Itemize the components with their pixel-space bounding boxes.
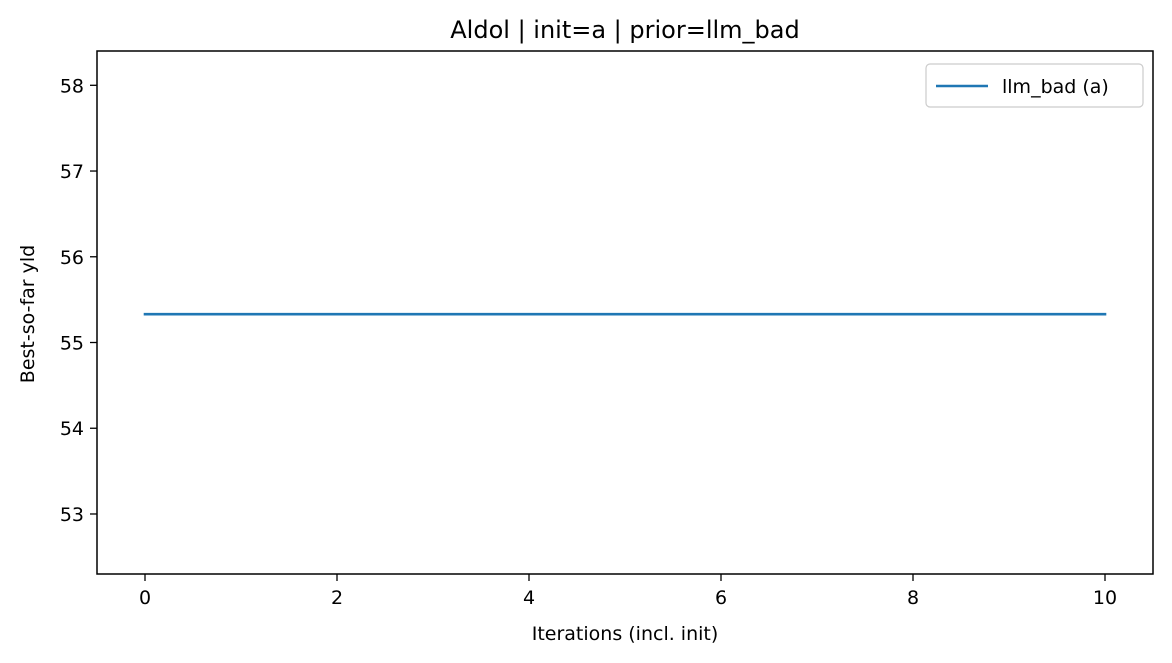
x-tick-label: 8 [907, 587, 919, 609]
legend: llm_bad (a) [925, 63, 1144, 108]
legend-label: llm_bad (a) [1002, 76, 1109, 98]
plot-frame [96, 50, 1154, 575]
y-tick-label: 53 [60, 504, 84, 526]
legend-box [925, 63, 1144, 108]
chart-title: Aldol | init=a | prior=llm_bad [450, 16, 799, 44]
y-axis-label: Best-so-far yld [17, 245, 39, 383]
axis-ticks: 0 2 4 6 8 10 53 54 55 56 57 58 [60, 75, 1117, 609]
y-tick-label: 54 [60, 418, 84, 440]
x-tick-label: 6 [715, 587, 727, 609]
x-tick-label: 4 [523, 587, 535, 609]
y-tick-label: 58 [60, 75, 84, 97]
y-tick-label: 55 [60, 333, 84, 355]
x-tick-label: 0 [139, 587, 151, 609]
x-axis-label: Iterations (incl. init) [532, 623, 719, 645]
x-tick-label: 2 [331, 587, 343, 609]
y-tick-label: 57 [60, 161, 84, 183]
y-tick-label: 56 [60, 247, 84, 269]
x-tick-label: 10 [1093, 587, 1117, 609]
